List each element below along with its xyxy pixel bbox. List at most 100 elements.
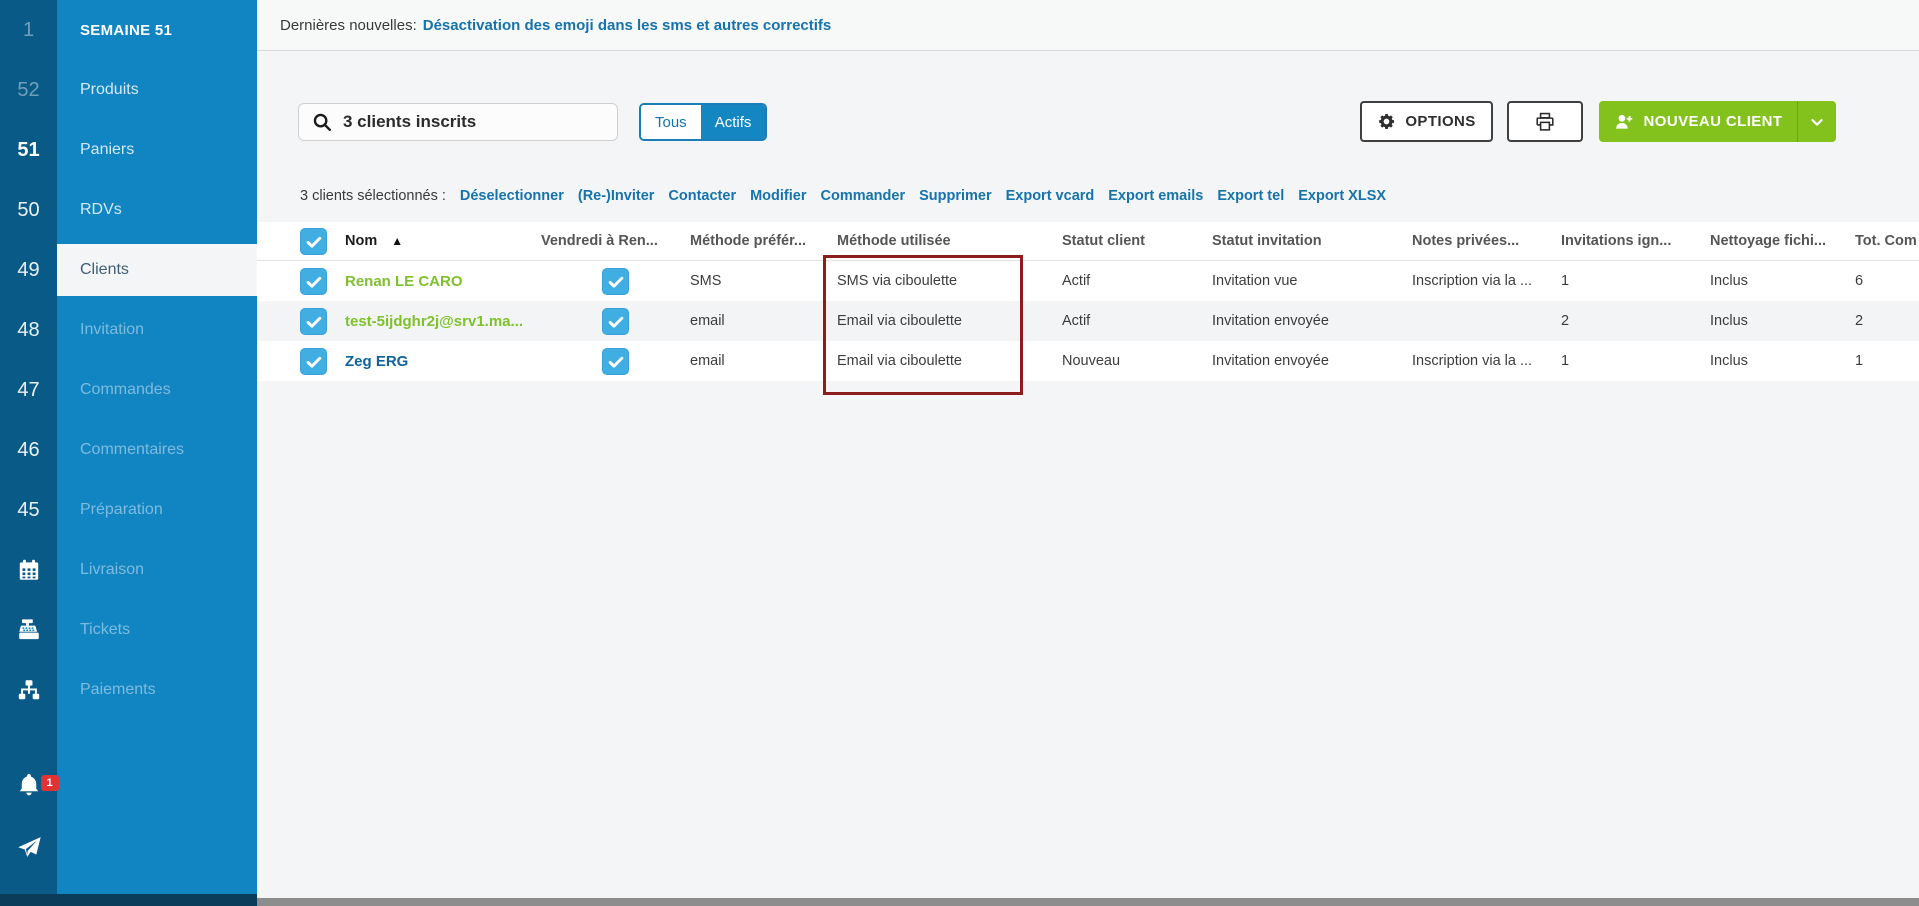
sidebar-item-livraison[interactable]: Livraison <box>0 540 257 600</box>
options-button[interactable]: OPTIONS <box>1360 101 1493 142</box>
sidebar-item-commentaires[interactable]: 46 Commentaires <box>0 420 257 480</box>
printer-icon <box>1536 112 1554 131</box>
table-row[interactable]: Zeg ERG email Email via ciboulette Nouve… <box>257 341 1919 381</box>
notification-badge: 1 <box>40 775 59 791</box>
table-row[interactable]: Renan LE CARO SMS SMS via ciboulette Act… <box>257 261 1919 301</box>
paper-plane-icon[interactable] <box>0 833 57 861</box>
column-header-methode-preferee[interactable]: Méthode préfér... <box>690 233 807 249</box>
column-header-notes-privees[interactable]: Notes privées... <box>1412 233 1520 249</box>
action-reinviter[interactable]: (Re-)Inviter <box>577 188 655 204</box>
week-number[interactable]: 45 <box>17 498 40 521</box>
filter-actifs-button[interactable]: Actifs <box>700 105 766 139</box>
column-header-statut-client[interactable]: Statut client <box>1062 233 1145 249</box>
sidebar: 1 SEMAINE 51 52 Produits 51 Paniers 50 R… <box>0 0 257 906</box>
sidebar-item-preparation[interactable]: 45 Préparation <box>0 480 257 540</box>
column-header-statut-invitation[interactable]: Statut invitation <box>1212 233 1322 249</box>
cell-methode-utilisee: Email via ciboulette <box>837 313 962 329</box>
sidebar-item-rdvs[interactable]: 50 RDVs <box>0 180 257 240</box>
column-header-total-commandes[interactable]: Tot. Com <box>1855 233 1917 249</box>
week-number-current[interactable]: 51 <box>17 138 40 161</box>
sidebar-item-paiements[interactable]: Paiements <box>0 660 257 720</box>
cell-nettoyage: Inclus <box>1710 273 1748 289</box>
vendredi-checkbox[interactable] <box>602 307 629 335</box>
sidebar-item-label: Produits <box>80 81 139 98</box>
sidebar-item-clients[interactable]: 49 Clients <box>0 240 257 300</box>
cell-invitations-ignorees: 2 <box>1561 313 1570 329</box>
sidebar-item-label: Clients <box>57 244 257 296</box>
vendredi-checkbox[interactable] <box>602 267 629 295</box>
cell-total-commandes: 2 <box>1855 313 1864 329</box>
week-number[interactable]: 47 <box>17 378 40 401</box>
sidebar-item-invitation[interactable]: 48 Invitation <box>0 300 257 360</box>
action-export-vcard[interactable]: Export vcard <box>1005 188 1095 204</box>
cash-register-icon[interactable] <box>0 617 57 643</box>
news-prefix: Dernières nouvelles: <box>280 16 417 34</box>
week-number[interactable]: 49 <box>17 258 40 281</box>
gear-icon <box>1379 114 1395 129</box>
sort-asc-icon: ▲ <box>391 234 404 248</box>
action-export-xlsx[interactable]: Export XLSX <box>1298 188 1387 204</box>
action-contacter[interactable]: Contacter <box>668 188 737 204</box>
filter-tous-button[interactable]: Tous <box>641 105 701 139</box>
week-number[interactable]: 48 <box>17 318 40 341</box>
clients-table: Nom ▲ Vendredi à Ren... Méthode préfér...… <box>257 222 1919 381</box>
cell-nettoyage: Inclus <box>1710 353 1748 369</box>
nouveau-client-button[interactable]: NOUVEAU CLIENT <box>1599 101 1797 142</box>
week-number[interactable]: 1 <box>22 18 35 41</box>
sidebar-item-messages[interactable] <box>0 817 257 877</box>
sidebar-item-semaine[interactable]: 1 SEMAINE 51 <box>0 0 257 60</box>
sidebar-item-commandes[interactable]: 47 Commandes <box>0 360 257 420</box>
print-button[interactable] <box>1507 101 1583 142</box>
cell-methode-utilisee: SMS via ciboulette <box>837 273 958 289</box>
sitemap-icon[interactable] <box>0 677 57 703</box>
column-header-methode-utilisee[interactable]: Méthode utilisée <box>837 233 951 249</box>
action-export-tel[interactable]: Export tel <box>1217 188 1285 204</box>
sidebar-item-label: Commentaires <box>80 441 185 458</box>
action-modifier[interactable]: Modifier <box>750 188 807 204</box>
selection-count-label: 3 clients sélectionnés : <box>300 188 446 204</box>
sidebar-item-label: Invitation <box>80 321 145 338</box>
client-name-link[interactable]: test-5ijdghr2j@srv1.ma... <box>345 312 524 330</box>
vendredi-checkbox[interactable] <box>602 347 629 375</box>
cell-statut-invitation: Invitation envoyée <box>1212 313 1329 329</box>
search-input[interactable] <box>341 111 595 133</box>
action-commander[interactable]: Commander <box>820 188 906 204</box>
action-supprimer[interactable]: Supprimer <box>919 188 992 204</box>
column-header-nom[interactable]: Nom ▲ <box>345 233 404 249</box>
news-bar: Dernières nouvelles: Désactivation des e… <box>257 0 1919 51</box>
cell-statut-client: Actif <box>1062 313 1091 329</box>
sidebar-week-column <box>0 0 57 906</box>
column-header-vendredi[interactable]: Vendredi à Ren... <box>541 233 658 249</box>
select-all-checkbox[interactable] <box>300 227 327 255</box>
client-name-link[interactable]: Renan LE CARO <box>345 272 463 290</box>
search-box[interactable] <box>298 103 618 141</box>
sidebar-item-label: Commandes <box>80 381 171 398</box>
sidebar-item-produits[interactable]: 52 Produits <box>0 60 257 120</box>
row-checkbox[interactable] <box>300 267 327 295</box>
action-deselectionner[interactable]: Déselectionner <box>459 188 564 204</box>
week-number[interactable]: 52 <box>17 78 40 101</box>
news-link[interactable]: Désactivation des emoji dans les sms et … <box>422 16 832 34</box>
calendar-icon[interactable] <box>0 557 57 583</box>
horizontal-scrollbar[interactable] <box>257 898 1919 906</box>
week-number[interactable]: 50 <box>17 198 40 221</box>
column-header-invitations-ignorees[interactable]: Invitations ign... <box>1561 233 1672 249</box>
cell-methode-preferee: email <box>690 353 725 369</box>
client-name-link[interactable]: Zeg ERG <box>345 352 409 370</box>
sidebar-item-tickets[interactable]: Tickets <box>0 600 257 660</box>
bell-icon[interactable]: 1 <box>0 771 59 799</box>
cell-invitations-ignorees: 1 <box>1561 353 1570 369</box>
week-number[interactable]: 46 <box>17 438 40 461</box>
nouveau-client-dropdown[interactable] <box>1797 101 1836 142</box>
sidebar-item-notifications[interactable]: 1 <box>0 755 257 815</box>
selection-actions-row: 3 clients sélectionnés : Déselectionner … <box>300 188 1600 204</box>
action-export-emails[interactable]: Export emails <box>1108 188 1204 204</box>
row-checkbox[interactable] <box>300 347 327 375</box>
row-checkbox[interactable] <box>300 307 327 335</box>
column-header-nettoyage[interactable]: Nettoyage fichi... <box>1710 233 1827 249</box>
sidebar-item-label: Livraison <box>80 561 145 578</box>
table-row[interactable]: test-5ijdghr2j@srv1.ma... email Email vi… <box>257 301 1919 341</box>
sidebar-item-label: Tickets <box>80 621 131 638</box>
cell-invitations-ignorees: 1 <box>1561 273 1570 289</box>
sidebar-item-paniers[interactable]: 51 Paniers <box>0 120 257 180</box>
